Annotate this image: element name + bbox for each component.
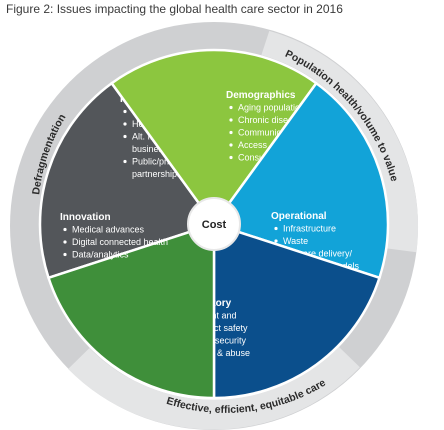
bullet-dot (229, 155, 233, 160)
bullet-dot (229, 118, 233, 122)
demographics-segment (109, 48, 319, 227)
figure-title: Figure 2: Issues impacting the global he… (6, 2, 343, 16)
financial-segment (38, 81, 217, 280)
regulatory-item: Cybersecurity (191, 336, 247, 346)
operational-item: Alt. care delivery/ (283, 249, 353, 259)
regulatory-item: Fraud & abuse (191, 348, 250, 358)
financial-item: Public/private (132, 157, 186, 167)
cost-circle (187, 197, 241, 251)
bullet-dot (63, 227, 67, 232)
bullet-dot (63, 252, 67, 257)
financial-item: partnerships (132, 169, 182, 179)
operational-item: Infrastructure (283, 224, 336, 234)
bullet-dot (123, 109, 127, 114)
bullet-dot (229, 130, 233, 135)
bullet-dot (123, 122, 127, 126)
innovation-title: Innovation (60, 212, 111, 223)
innovation-item: Data/analytics (72, 250, 129, 260)
bullet-dot (123, 159, 127, 164)
demographics-item: Chronic diseases (238, 115, 308, 125)
demographics-item: Aging population (238, 103, 305, 113)
operational-segment (211, 81, 390, 280)
operational-item: Waste (283, 236, 308, 246)
bullet-dot (123, 134, 127, 139)
cost-label: Cost (202, 219, 227, 231)
effective-care-ring-band (68, 346, 360, 430)
operational-title: Operational (271, 211, 327, 222)
bullet-dot (229, 143, 233, 147)
bullet-dot (274, 239, 278, 243)
bullet-dot (229, 105, 233, 110)
demographics-title: Demographics (226, 90, 296, 101)
demographics-item: Access (238, 140, 268, 150)
regulatory-item: product safety (191, 323, 248, 333)
innovation-item: Medical advances (72, 225, 145, 235)
innovation-segment (46, 222, 216, 400)
innovation-item: Digital connected health (72, 237, 168, 247)
population-health-ring-band (261, 30, 419, 253)
bullet-dot (274, 226, 278, 231)
bullet-dot (63, 240, 67, 244)
regulatory-segment (212, 222, 382, 400)
